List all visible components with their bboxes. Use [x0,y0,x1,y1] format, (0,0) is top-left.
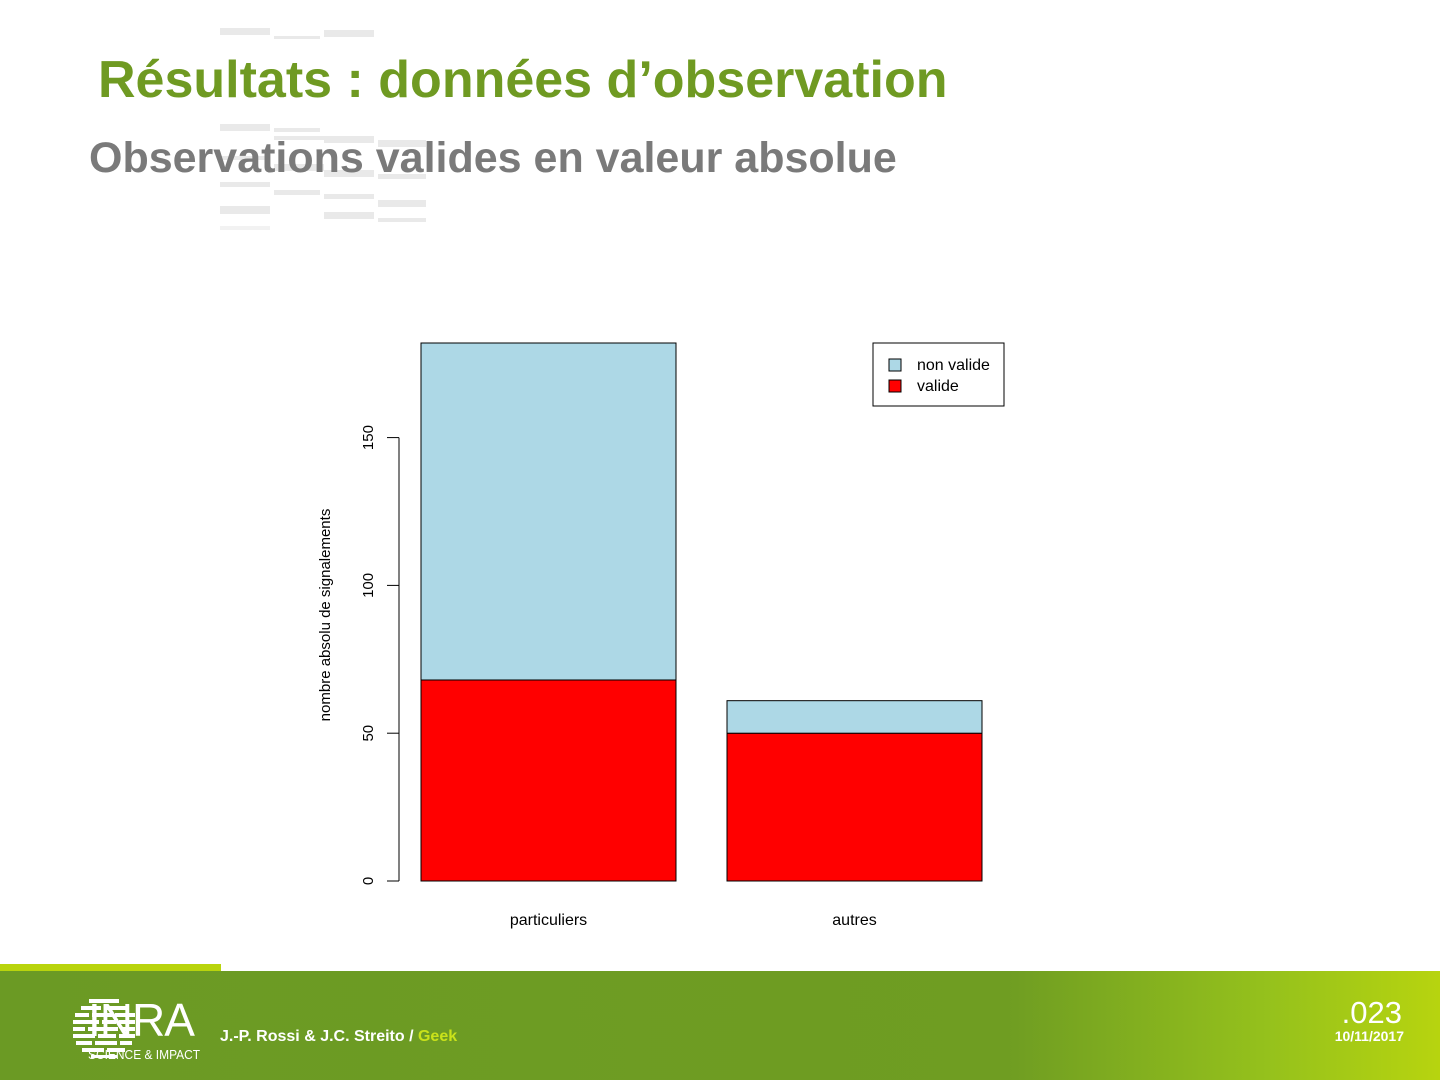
stacked-bar-chart: 0 50 100 150 particuliers autres nombre abso… [317,342,1005,929]
logo-tagline: SCIENCE & IMPACT [88,1047,201,1062]
page-number: .023 [1341,995,1402,1030]
slide-subtitle: Observations valides en valeur absolue [89,134,897,182]
legend-swatch-valide [888,379,902,393]
logo-wordmark: INRA [88,994,195,1046]
y-tick-label: 150 [360,425,377,450]
y-tick-label: 0 [360,877,377,885]
x-tick-label: autres [832,912,876,929]
bars-group [420,342,983,882]
chart-legend: non valide valide [872,342,1005,407]
footer-accent-bar [0,964,221,971]
bar-non-valide-particuliers [420,342,677,681]
x-tick-label: particuliers [510,912,587,929]
footer-authors: J.-P. Rossi & J.C. Streito / Geek [220,1028,457,1046]
footer-band: INRA SCIENCE & IMPACT J.-P. Rossi & J.C.… [0,971,1440,1080]
y-axis: 0 50 100 150 [360,425,400,885]
y-tick-label: 50 [360,725,377,742]
legend-label-non-valide: non valide [917,357,990,374]
background-watermark [220,24,430,234]
footer-date: 10/11/2017 [1334,1028,1404,1044]
y-axis-label: nombre absolu de signalements [317,509,334,722]
inra-logo-icon [73,999,135,1058]
bar-non-valide-autres [726,700,983,734]
legend-box [872,342,1005,407]
authors-accent: Geek [417,1028,458,1045]
legend-label-valide: valide [917,378,959,395]
bar-valide-autres [726,732,983,882]
y-tick-label: 100 [360,573,377,598]
x-axis-labels: particuliers autres [510,912,877,929]
legend-swatch-non-valide [888,358,902,372]
bar-valide-particuliers [420,679,677,882]
slide-title: Résultats : données d’observation [98,51,948,109]
authors-names: J.-P. Rossi & J.C. Streito / [220,1028,418,1045]
